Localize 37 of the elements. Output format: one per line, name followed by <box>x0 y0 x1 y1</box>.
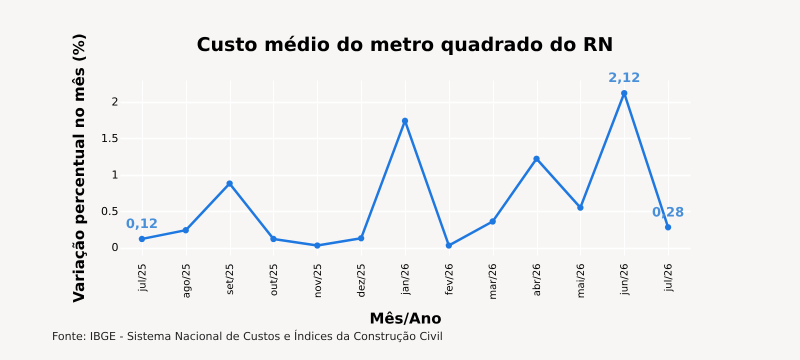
x-tick-label: set/25 <box>225 264 236 295</box>
x-tick-label: nov/25 <box>312 264 324 298</box>
point <box>358 235 364 242</box>
point <box>402 118 408 124</box>
y-tick-label: 2 <box>112 95 118 108</box>
source-note: Fonte: IBGE - Sistema Nacional de Custos e Índices da Construção Civil <box>52 329 443 343</box>
x-tick-label: jul/26 <box>664 264 675 292</box>
y-tick-label: 1 <box>112 168 118 182</box>
point <box>621 90 628 96</box>
x-tick-label: out/25 <box>268 264 280 296</box>
point <box>577 204 584 211</box>
chart-title: Custo médio do metro quadrado do RN <box>196 34 614 56</box>
data-label: 2,12 <box>608 71 640 86</box>
point <box>490 218 496 225</box>
x-tick-label: fev/26 <box>444 264 456 296</box>
x-tick-label: ago/25 <box>181 264 192 298</box>
point <box>664 224 672 230</box>
x-axis-title: Mês/Ano <box>369 310 442 328</box>
point <box>533 156 540 162</box>
y-tick-label: 0 <box>112 241 118 254</box>
y-tick-label: 0.5 <box>101 204 118 218</box>
y-axis-title: Variação percentual no mês (%) <box>70 33 88 303</box>
x-tick-label: mar/26 <box>488 264 500 300</box>
point <box>138 236 146 242</box>
point <box>270 236 277 242</box>
y-tick-label: 1.5 <box>101 132 118 145</box>
data-label: 0,12 <box>126 216 158 232</box>
x-tick-label: abr/26 <box>532 264 544 296</box>
point <box>446 242 452 249</box>
x-tick-label: mai/26 <box>576 264 587 298</box>
point <box>314 242 320 249</box>
x-tick-label: jun/26 <box>620 264 631 296</box>
x-tick-label: jan/26 <box>400 264 412 296</box>
point <box>182 227 189 234</box>
point <box>226 180 233 187</box>
x-tick-label: dez/25 <box>356 264 368 298</box>
x-tick-label: jul/25 <box>137 264 148 292</box>
